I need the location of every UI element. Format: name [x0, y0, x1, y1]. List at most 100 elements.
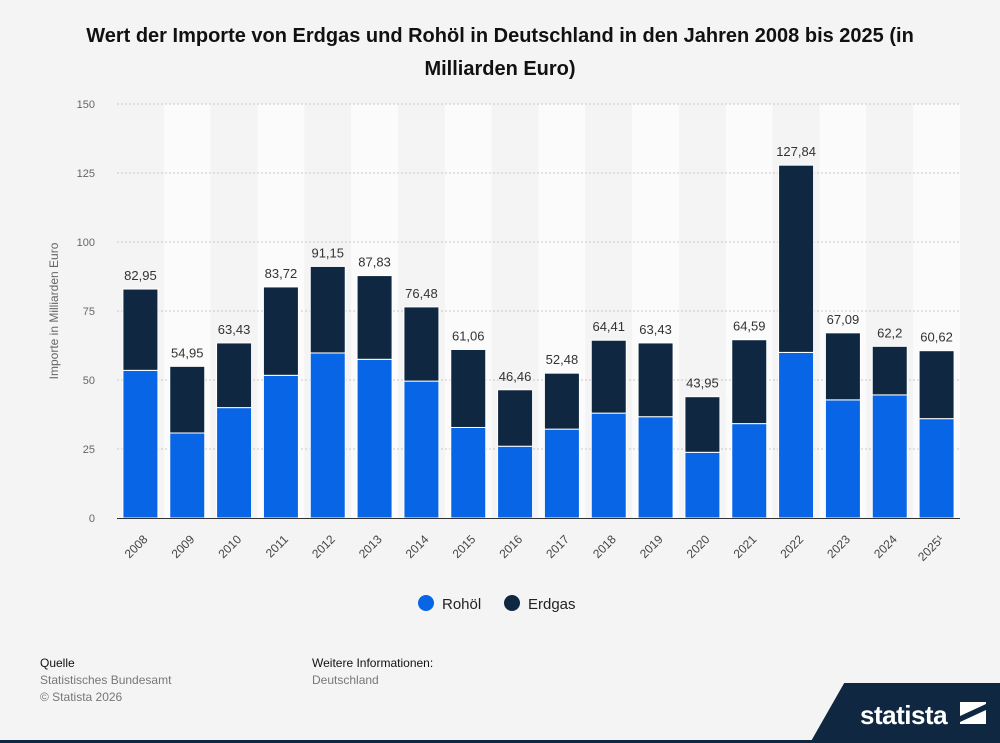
bar-segment-rohoel	[778, 351, 815, 519]
bar-segment-rohoel	[262, 374, 299, 519]
x-tick-label: 2010	[215, 532, 244, 561]
bar-segment-erdgas	[590, 339, 627, 414]
y-tick-label: 125	[77, 168, 95, 180]
x-tick-label: 2020	[684, 532, 713, 561]
total-data-label: 64,59	[733, 319, 766, 334]
bar-segment-rohoel	[216, 407, 253, 519]
y-tick-label: 50	[83, 375, 95, 387]
y-tick-label: 150	[77, 99, 95, 111]
total-data-label: 60,62	[920, 330, 953, 345]
bar-segment-rohoel	[731, 423, 768, 519]
total-data-label: 64,41	[592, 319, 625, 334]
total-data-label: 54,95	[171, 345, 204, 360]
chart-title: Wert der Importe von Erdgas und Rohöl in…	[86, 25, 914, 80]
bar-segment-erdgas	[731, 339, 768, 425]
bar-segment-erdgas	[497, 389, 534, 447]
info-block: Weitere Informationen: Deutschland	[312, 655, 433, 689]
bar-segment-erdgas	[778, 164, 815, 353]
bar-segment-rohoel	[122, 369, 159, 519]
y-axis-ticks: 0 25 50 75 100 125 150	[77, 99, 95, 525]
x-tick-label: 2011	[263, 532, 291, 560]
stacked-bar-chart: 0 25 50 75 100 125 150 82,95 54,95 63,43 83,72 91,…	[47, 99, 960, 613]
bar-segment-rohoel	[637, 416, 674, 519]
total-data-label: 91,15	[311, 245, 344, 260]
x-axis-ticks: 2008 2009 2010 2011 2012 2013 2014 2015 2016 2017…	[122, 532, 947, 564]
bar-segment-erdgas	[262, 286, 299, 376]
bar-segment-rohoel	[684, 451, 721, 519]
y-tick-label: 0	[89, 513, 95, 525]
x-tick-label: 2012	[309, 532, 338, 561]
bar-segment-erdgas	[871, 345, 908, 396]
info-text: Deutschland	[312, 673, 379, 687]
statista-logo[interactable]: statista	[810, 683, 1000, 743]
total-labels: 82,95 54,95 63,43 83,72 91,15 87,83 76,48 61,06…	[124, 144, 953, 391]
copyright-text: © Statista 2026	[40, 690, 123, 704]
bar-segment-rohoel	[403, 380, 440, 519]
bar-segment-rohoel	[169, 432, 206, 519]
y-tick-label: 100	[77, 237, 95, 249]
x-tick-label: 2024	[871, 532, 900, 561]
bar-segment-rohoel	[590, 412, 627, 519]
legend: Rohöl Erdgas	[418, 595, 576, 613]
total-data-label: 43,95	[686, 376, 719, 391]
x-tick-label: 2008	[122, 532, 151, 561]
total-data-label: 87,83	[358, 255, 391, 270]
x-tick-label: 2015	[450, 532, 479, 561]
x-tick-label: 2014	[403, 532, 432, 561]
statista-wordmark: statista	[860, 700, 948, 730]
x-tick-label: 2009	[169, 532, 198, 561]
bar-segment-rohoel	[871, 394, 908, 519]
x-tick-label: 2017	[543, 532, 572, 561]
bottom-rule	[0, 740, 1000, 743]
bar-segment-rohoel	[497, 445, 534, 519]
x-tick-label: 2018	[590, 532, 619, 561]
total-data-label: 61,06	[452, 328, 485, 343]
total-data-label: 62,2	[877, 325, 902, 340]
bar-segment-erdgas	[637, 342, 674, 418]
bars	[122, 164, 955, 519]
x-tick-label: 2021	[731, 532, 760, 561]
total-data-label: 83,72	[265, 266, 298, 281]
bar-segment-erdgas	[684, 396, 721, 453]
bar-segment-rohoel	[309, 352, 346, 519]
bar-segment-erdgas	[403, 306, 440, 382]
total-data-label: 82,95	[124, 268, 157, 283]
total-data-label: 127,84	[776, 144, 816, 159]
y-tick-label: 25	[83, 444, 95, 456]
total-data-label: 63,43	[218, 322, 251, 337]
source-text: Statistisches Bundesamt	[40, 673, 172, 687]
total-data-label: 63,43	[639, 322, 672, 337]
legend-label-rohoel: Rohöl	[442, 596, 481, 613]
bar-segment-erdgas	[216, 342, 253, 409]
bar-segment-rohoel	[450, 426, 487, 519]
x-tick-label: 2023	[824, 532, 853, 561]
total-data-label: 76,48	[405, 286, 438, 301]
legend-label-erdgas: Erdgas	[528, 596, 576, 613]
x-tick-label: 2016	[496, 532, 525, 561]
total-data-label: 52,48	[546, 352, 579, 367]
x-tick-label: 2022	[777, 532, 806, 561]
info-label[interactable]: Weitere Informationen:	[312, 656, 434, 670]
bar-segment-erdgas	[169, 365, 206, 434]
source-block: Quelle Statistisches Bundesamt © Statist…	[40, 655, 171, 706]
grid-lines	[117, 103, 960, 450]
bar-segment-erdgas	[356, 275, 393, 360]
x-tick-label: 2025¹	[915, 532, 947, 564]
bar-segment-rohoel	[543, 428, 580, 519]
bar-segment-erdgas	[450, 348, 487, 428]
total-data-label: 46,46	[499, 369, 532, 384]
bar-segment-erdgas	[543, 372, 580, 430]
legend-marker-rohoel	[418, 595, 434, 611]
bar-segment-rohoel	[824, 399, 861, 519]
legend-marker-erdgas	[504, 595, 520, 611]
bar-segment-erdgas	[824, 332, 861, 401]
y-tick-label: 75	[83, 306, 95, 318]
statista-logo-icon	[960, 702, 986, 724]
bar-segment-erdgas	[918, 350, 955, 420]
bar-segment-erdgas	[309, 265, 346, 354]
y-axis-label: Importe in Milliarden Euro	[47, 242, 61, 379]
bar-segment-erdgas	[122, 288, 159, 371]
x-tick-label: 2019	[637, 532, 666, 561]
total-data-label: 67,09	[827, 312, 860, 327]
bar-segment-rohoel	[918, 418, 955, 519]
